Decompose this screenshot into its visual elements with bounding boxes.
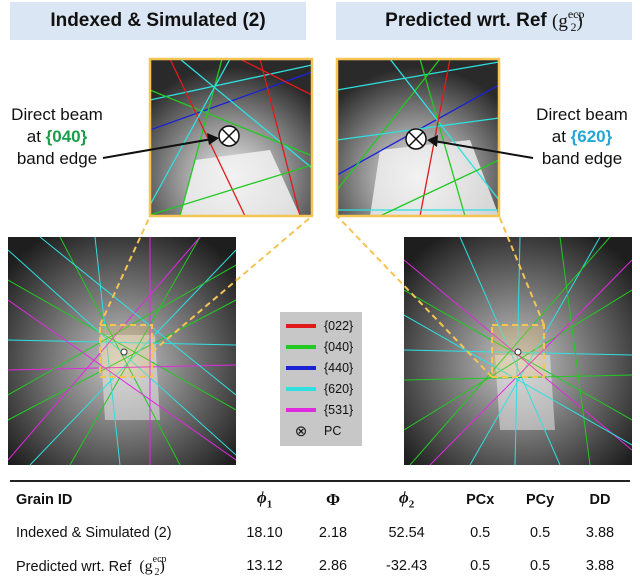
cell-pcy: 0.5 [529,524,551,541]
legend-item-531: {531} [286,401,353,419]
right-callout-line3: band edge [541,149,623,168]
left-title-text: Indexed & Simulated (2) [50,10,266,31]
left-callout-arrow [102,133,219,159]
right-callout-line2: at {620} [551,127,613,146]
header-phi1: ϕ1 [256,488,273,511]
right-callout: Direct beam at {620} band edge [525,104,639,170]
cell-phi1: 13.12 [246,557,283,574]
cell-Phi: 2.86 [318,557,348,574]
header-Phi: Φ [325,489,341,509]
header-phi2: ϕ2 [398,488,415,511]
row-label: Predicted wrt. Ref (gecp2) [16,553,167,578]
legend-item-040: {040} [286,338,353,356]
right-panel-title: Predicted wrt. Ref (gecp2) [336,2,632,40]
legend-swatch [286,345,316,349]
legend-item-pc: ⊗ PC [286,422,342,440]
row-label: Indexed & Simulated (2) [16,524,172,541]
right-callout-line1: Direct beam [536,105,628,124]
left-panel-title: Indexed & Simulated (2) [10,2,306,40]
cell-phi2: 52.54 [388,524,425,541]
cell-pcx: 0.5 [470,557,491,574]
legend-item-620: {620} [286,380,353,398]
zoom-connectors [99,215,545,378]
left-zoom-region [99,324,153,378]
diffraction-figure [8,57,632,465]
right-zoom-region [491,324,545,378]
right-zoom-inset [337,59,499,216]
right-pc-marker [514,348,522,356]
cell-Phi: 2.18 [318,524,348,541]
results-table: Grain ID ϕ1 Φ ϕ2 PCx PCy DD Indexed & Si… [10,483,630,582]
table-row: Predicted wrt. Ref (gecp2) 13.12 2.86 -3… [10,549,630,582]
cell-dd: 3.88 [585,524,615,541]
legend-item-022: {022} [286,317,353,335]
left-callout: Direct beam at {040} band edge [2,104,112,170]
right-title-text: Predicted wrt. Ref [385,10,547,31]
left-plane-label: {040} [45,127,88,146]
header-grain-id: Grain ID [16,491,73,508]
legend-item-440: {440} [286,359,353,377]
left-pc-icon [218,125,240,147]
table-header-row: Grain ID ϕ1 Φ ϕ2 PCx PCy DD [10,483,630,516]
legend-swatch [286,366,316,370]
left-callout-line1: Direct beam [11,105,103,124]
right-plane-label: {620} [570,127,613,146]
left-pc-marker [120,348,128,356]
cell-pcx: 0.5 [470,524,491,541]
legend-swatch [286,324,316,328]
left-callout-line2: at {040} [26,127,88,146]
legend-swatch [286,408,316,412]
table-row: Indexed & Simulated (2) 18.10 2.18 52.54… [10,516,630,549]
cell-dd: 3.88 [585,557,615,574]
header-pcy: PCy [525,491,555,508]
cell-pcy: 0.5 [529,557,551,574]
g2-ecp-symbol: (gecp2) [552,7,585,34]
legend-swatch [286,387,316,391]
table-top-rule [10,480,630,482]
cell-phi2: -32.43 [386,557,428,574]
cell-phi1: 18.10 [246,524,283,541]
left-zoom-frame [148,57,314,218]
header-dd: DD [589,491,611,508]
right-pc-icon [405,128,427,150]
pc-icon: ⊗ [294,423,308,440]
header-pcx: PCx [466,491,495,508]
left-callout-line3: band edge [16,149,98,168]
right-callout-arrow [427,135,534,159]
right-zoom-frame [335,57,501,218]
legend: {022} {040} {440} {620} {531} ⊗ PC [280,312,362,446]
